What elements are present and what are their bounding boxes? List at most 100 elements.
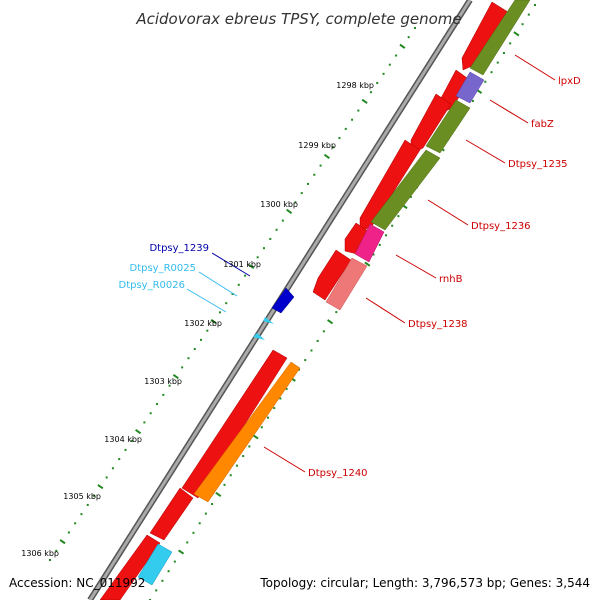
inner-dot (304, 359, 307, 362)
scale-dot (80, 513, 83, 516)
callout-dtpsy-r0025 (198, 271, 238, 297)
scale-track (49, 27, 416, 561)
inner-dot (391, 224, 394, 227)
cds-segment[interactable] (359, 139, 421, 233)
inner-dot (490, 71, 493, 74)
cds-segment[interactable] (99, 534, 161, 600)
inner-dot (335, 311, 338, 314)
dtpsy-1239-feature[interactable] (271, 287, 295, 314)
inner-dot (173, 560, 176, 563)
gene-label-lpxd[interactable]: lpxD (558, 76, 581, 87)
cds-segment[interactable] (461, 1, 509, 71)
scale-dot (105, 476, 108, 479)
dtpsy-1238-feature[interactable] (325, 257, 368, 311)
reverse-features (253, 287, 295, 340)
callout-dtpsy-1238 (365, 297, 406, 324)
inner-dot (521, 23, 524, 26)
scale-major-tick (135, 429, 142, 435)
inner-dot (310, 349, 313, 352)
cyan-feature[interactable] (137, 543, 173, 586)
scale-dot (118, 458, 121, 461)
inner-dot (204, 512, 207, 515)
scale-dot (344, 127, 347, 130)
inner-major-tick (513, 31, 520, 37)
gene-label-dtpsy-1236[interactable]: Dtpsy_1236 (471, 221, 531, 232)
inner-dot (322, 330, 325, 333)
scale-dot (181, 366, 184, 369)
scale-dot (294, 201, 297, 204)
scale-dot (86, 503, 89, 506)
callout-dtpsy-1235 (465, 139, 506, 164)
gene-label-rnhb[interactable]: rnhB (439, 274, 463, 285)
scale-dot (155, 403, 158, 406)
scale-dot (74, 522, 77, 525)
cds-segment[interactable] (181, 349, 288, 499)
scale-dot (55, 549, 58, 552)
dtpsy-r0025-feature[interactable] (263, 317, 274, 324)
scale-dot (262, 247, 265, 250)
cds-segment[interactable] (312, 249, 352, 301)
scale-dot (351, 118, 354, 121)
callout-lpxd (514, 54, 556, 81)
inner-dot (266, 416, 269, 419)
dtpsy-r0026-feature[interactable] (253, 333, 265, 340)
scale-major-tick (59, 539, 66, 545)
fabz-feature[interactable] (455, 71, 485, 104)
scale-dot (313, 173, 316, 176)
scale-label: 1305 kbp (63, 492, 101, 501)
scale-dot (162, 393, 165, 396)
inner-dot (211, 503, 214, 506)
olive-feature[interactable] (469, 0, 531, 76)
scale-dot (357, 109, 360, 112)
cds-segment[interactable] (149, 487, 194, 541)
gene-label-dtpsy-1238[interactable]: Dtpsy_1238 (408, 319, 468, 330)
scale-label: 1303 kbp (144, 377, 182, 386)
callout-lines (186, 54, 556, 473)
scale-dot (193, 348, 196, 351)
scale-dot (149, 412, 152, 415)
map-title: Acidovorax ebreus TPSY, complete genome (135, 10, 461, 28)
inner-dot (502, 51, 505, 54)
dtpsy-1240-feature[interactable] (193, 361, 301, 503)
inner-dot (161, 579, 164, 582)
inner-dot (273, 407, 276, 410)
scale-dot (124, 448, 127, 451)
inner-major-tick (178, 549, 185, 555)
scale-dot (382, 72, 385, 75)
scale-dot (369, 91, 372, 94)
scale-major-tick (172, 374, 179, 380)
inner-dot (248, 445, 251, 448)
scale-major-tick (210, 318, 217, 325)
scale-dot (168, 384, 171, 387)
gene-label-fabz[interactable]: fabZ (531, 119, 554, 130)
scale-dot (376, 82, 379, 85)
scale-dot (407, 36, 410, 39)
cds-track-1 (99, 1, 509, 600)
inner-dot (409, 195, 412, 198)
gene-label-dtpsy-r0026[interactable]: Dtpsy_R0026 (119, 280, 186, 291)
callout-fabz (489, 99, 529, 124)
scale-major-tick (286, 208, 293, 214)
rnhb-feature[interactable] (354, 223, 385, 263)
inner-dot (155, 589, 158, 592)
inner-dot (384, 234, 387, 237)
scale-dot (130, 439, 133, 442)
gene-label-dtpsy-1239[interactable]: Dtpsy_1239 (149, 243, 209, 254)
gene-label-dtpsy-1240[interactable]: Dtpsy_1240 (308, 468, 368, 479)
olive-feature[interactable] (370, 149, 441, 231)
gene-label-dtpsy-1235[interactable]: Dtpsy_1235 (508, 159, 568, 170)
scale-dot (200, 338, 203, 341)
gene-label-dtpsy-r0025[interactable]: Dtpsy_R0025 (130, 263, 197, 274)
scale-major-tick (248, 263, 255, 270)
inner-major-tick (364, 261, 371, 267)
scale-label: 1306 kbp (21, 549, 59, 558)
scale-dot (300, 192, 303, 195)
scale-dot (338, 137, 341, 140)
scale-dot (93, 494, 96, 497)
inner-dot (186, 541, 189, 544)
scale-dot (275, 228, 278, 231)
scale-labels: 1298 kbp 1299 kbp 1300 kbp 1301 kbp 1302… (21, 81, 374, 558)
olive-feature[interactable] (425, 99, 471, 154)
